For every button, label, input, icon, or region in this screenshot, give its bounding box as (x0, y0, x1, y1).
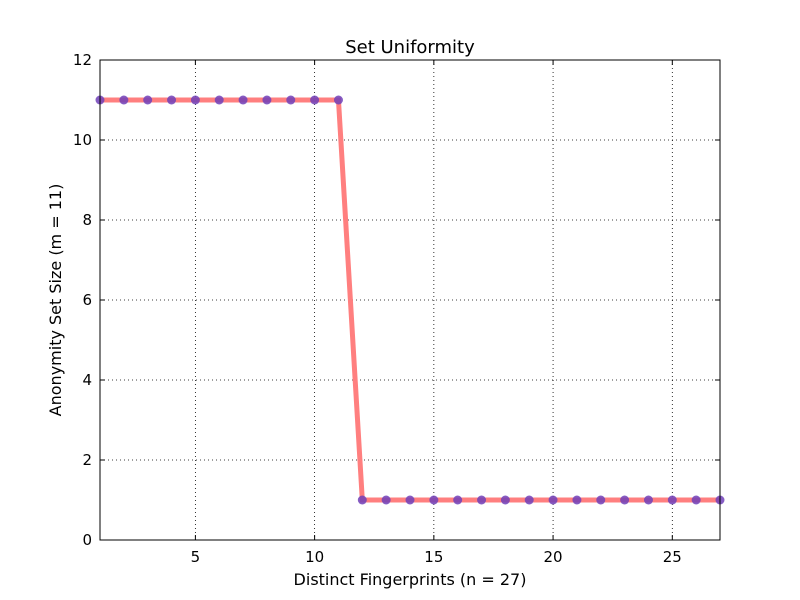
y-tick-label: 10 (73, 131, 92, 149)
data-point (643, 495, 653, 505)
y-tick-label: 0 (82, 531, 92, 549)
data-point (548, 495, 558, 505)
data-point (310, 95, 320, 105)
data-point (119, 95, 129, 105)
data-point (429, 495, 439, 505)
y-tick-label: 12 (73, 51, 92, 69)
y-tick-label: 6 (82, 291, 92, 309)
data-point (596, 495, 606, 505)
chart-title: Set Uniformity (345, 37, 475, 58)
data-point (691, 495, 701, 505)
data-point (357, 495, 367, 505)
y-tick-label: 4 (82, 371, 92, 389)
data-point (477, 495, 487, 505)
x-tick-label: 10 (305, 548, 324, 566)
data-point (381, 495, 391, 505)
x-axis-label: Distinct Fingerprints (n = 27) (294, 570, 527, 589)
data-point (524, 495, 534, 505)
series-layer (95, 95, 725, 505)
data-point (167, 95, 177, 105)
y-tick-label: 8 (82, 211, 92, 229)
y-axis-label: Anonymity Set Size (m = 11) (46, 184, 65, 417)
data-point (667, 495, 677, 505)
x-tick-label: 25 (663, 548, 682, 566)
data-point (214, 95, 224, 105)
y-tick-label: 2 (82, 451, 92, 469)
data-point (500, 495, 510, 505)
x-tick-label: 20 (544, 548, 563, 566)
data-point (143, 95, 153, 105)
x-tick-label: 15 (424, 548, 443, 566)
data-point (262, 95, 272, 105)
grid-lines (100, 60, 720, 540)
data-point (620, 495, 630, 505)
data-point (405, 495, 415, 505)
data-point (190, 95, 200, 105)
data-point (238, 95, 248, 105)
data-point (453, 495, 463, 505)
x-tick-label: 5 (191, 548, 201, 566)
data-point (572, 495, 582, 505)
data-point (286, 95, 296, 105)
data-point (333, 95, 343, 105)
ticks-layer: 5 10 15 20 25 0 2 4 6 8 10 12 (73, 51, 720, 566)
